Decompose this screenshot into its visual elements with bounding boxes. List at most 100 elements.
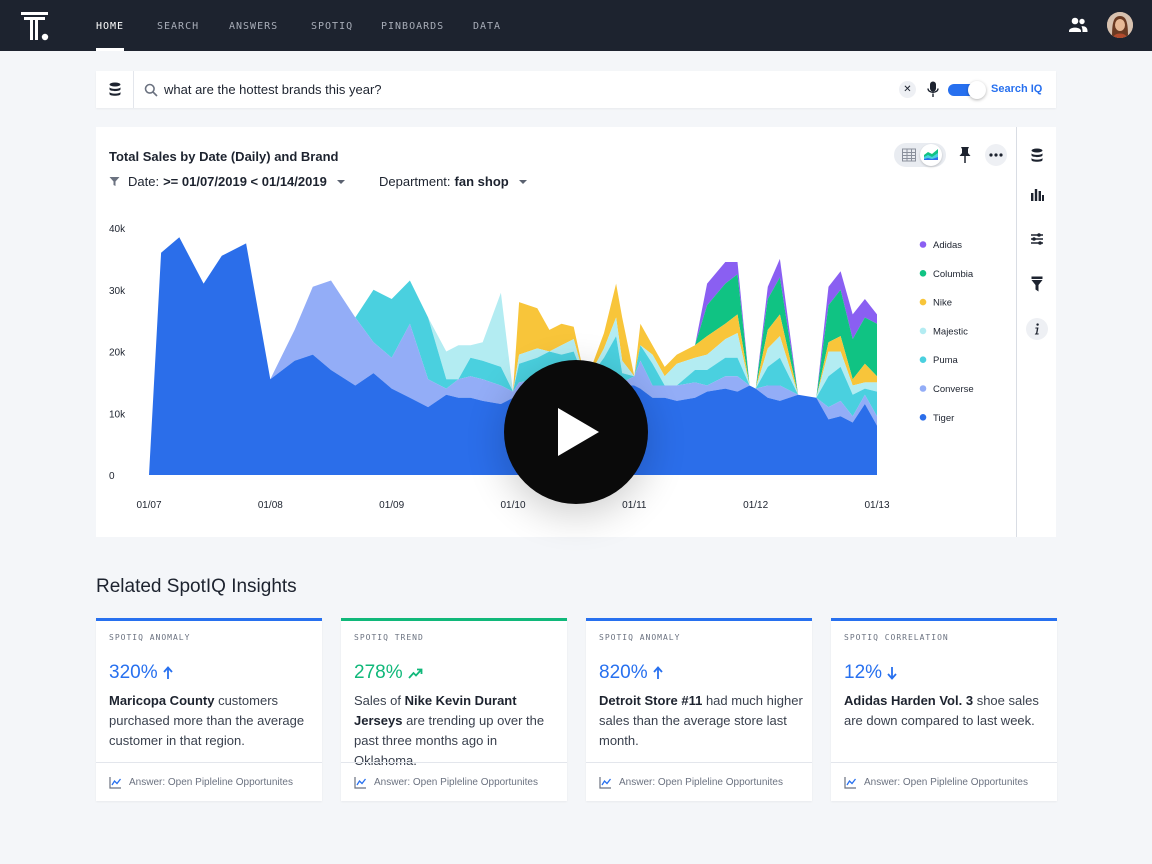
nav-spotiq[interactable]: SPOTIQ	[311, 21, 354, 32]
user-avatar[interactable]	[1107, 12, 1133, 38]
thoughtspot-logo-icon[interactable]	[20, 11, 50, 41]
info-icon	[1034, 323, 1039, 335]
insight-type: SPOTIQ TREND	[354, 633, 424, 642]
legend-label[interactable]: Puma	[933, 355, 959, 366]
insight-card[interactable]: SPOTIQ ANOMALY 820% Detroit Store #11 had …	[586, 618, 812, 801]
nav-search[interactable]: SEARCH	[157, 21, 200, 32]
searchiq-label[interactable]: Search IQ	[991, 83, 1043, 95]
y-tick-label: 0	[109, 471, 115, 482]
area-series-converse[interactable]	[149, 237, 877, 475]
answer-link[interactable]: Answer: Open Pipleline Opportunites	[129, 777, 293, 788]
legend-label[interactable]: Nike	[933, 298, 952, 309]
clear-search-button[interactable]: ✕	[899, 81, 916, 98]
x-tick-label: 01/10	[500, 500, 525, 511]
data-source-button[interactable]	[96, 71, 134, 108]
legend-swatch	[919, 414, 927, 421]
answer-link[interactable]: Answer: Open Pipleline Opportunites	[864, 777, 1028, 788]
card-accent-bar	[96, 618, 322, 621]
insight-card[interactable]: SPOTIQ CORRELATION 12% Adidas Harden Vol. …	[831, 618, 1057, 801]
legend-label[interactable]: Tiger	[933, 413, 954, 424]
y-tick-label: 40k	[109, 224, 126, 235]
x-tick-label: 01/13	[864, 500, 889, 511]
filters-panel-button[interactable]	[1026, 273, 1048, 295]
date-filter[interactable]: Date: >= 01/07/2019 < 01/14/2019	[109, 174, 345, 189]
top-nav: HOME SEARCH ANSWERS SPOTIQ PINBOARDS DAT…	[0, 0, 1152, 51]
legend-label[interactable]: Majestic	[933, 326, 968, 337]
nav-pinboards[interactable]: PINBOARDS	[381, 21, 445, 32]
video-play-button[interactable]	[504, 360, 648, 504]
table-view-icon[interactable]	[902, 148, 916, 162]
nav-answers[interactable]: ANSWERS	[229, 21, 279, 32]
y-tick-label: 20k	[109, 348, 126, 359]
insight-type: SPOTIQ CORRELATION	[844, 633, 949, 642]
play-icon	[558, 408, 599, 456]
people-icon[interactable]	[1068, 16, 1088, 34]
card-footer[interactable]: Answer: Open Pipleline Opportunites	[341, 762, 567, 801]
data-source-panel-button[interactable]	[1026, 144, 1048, 166]
legend-swatch	[919, 270, 927, 277]
chart-config-button[interactable]	[1026, 228, 1048, 250]
database-icon	[1031, 148, 1043, 162]
date-filter-value: >= 01/07/2019 < 01/14/2019	[163, 174, 327, 189]
card-footer[interactable]: Answer: Open Pipleline Opportunites	[831, 762, 1057, 801]
department-filter-value: fan shop	[454, 174, 509, 189]
card-footer[interactable]: Answer: Open Pipleline Opportunites	[96, 762, 322, 801]
avatar-photo-icon	[1107, 12, 1133, 38]
pin-icon[interactable]	[958, 146, 972, 164]
funnel-icon	[1031, 276, 1043, 292]
legend-swatch	[919, 241, 927, 248]
date-filter-label: Date:	[128, 174, 160, 189]
insight-metric: 320%	[109, 662, 173, 684]
toggle-knob	[968, 81, 986, 99]
info-button[interactable]	[1026, 318, 1048, 340]
legend-swatch	[919, 327, 927, 335]
insight-metric: 278%	[354, 662, 423, 684]
line-chart-icon	[599, 777, 612, 789]
stacked-area-chart: 0 10k 20k 30k 40k 01/07 01/08 01/09 01/10 01/11 01…	[109, 224, 974, 511]
card-accent-bar	[831, 618, 1057, 621]
chart-view-button[interactable]	[920, 144, 942, 166]
more-options-icon[interactable]	[985, 144, 1007, 166]
microphone-icon[interactable]	[927, 81, 939, 98]
insight-description: Sales of Nike Kevin Durant Jerseys are t…	[354, 693, 545, 768]
legend-label[interactable]: Converse	[933, 384, 974, 395]
insight-metric: 820%	[599, 662, 663, 684]
card-footer[interactable]: Answer: Open Pipleline Opportunites	[586, 762, 812, 801]
search-bar: ✕ Search IQ	[96, 71, 1056, 108]
legend-label[interactable]: Columbia	[933, 269, 974, 280]
insight-card[interactable]: SPOTIQ TREND 278% Sales of Nike Kevin Dura…	[341, 618, 567, 801]
y-tick-label: 30k	[109, 286, 126, 297]
x-tick-label: 01/09	[379, 500, 404, 511]
legend-label[interactable]: Adidas	[933, 240, 962, 251]
chevron-down-icon	[518, 179, 527, 184]
y-tick-label: 10k	[109, 409, 126, 420]
insights-section-title: Related SpotIQ Insights	[96, 576, 297, 597]
department-filter[interactable]: Department: fan shop	[379, 174, 527, 189]
area-series-tiger[interactable]	[149, 237, 877, 475]
database-icon	[109, 82, 120, 96]
chart-title: Total Sales by Date (Daily) and Brand	[109, 149, 339, 164]
answer-link[interactable]: Answer: Open Pipleline Opportunites	[374, 777, 538, 788]
card-accent-bar	[586, 618, 812, 621]
trending-up-icon	[407, 668, 423, 679]
search-input[interactable]	[164, 79, 864, 100]
arrow-up-icon	[652, 666, 663, 679]
insight-card[interactable]: SPOTIQ ANOMALY 320% Maricopa County custom…	[96, 618, 322, 801]
nav-data[interactable]: DATA	[473, 21, 502, 32]
legend-swatch	[919, 385, 927, 392]
nav-home[interactable]: HOME	[96, 0, 125, 51]
line-chart-icon	[844, 777, 857, 789]
answer-link[interactable]: Answer: Open Pipleline Opportunites	[619, 777, 783, 788]
filter-icon	[109, 177, 120, 186]
insight-type: SPOTIQ ANOMALY	[109, 633, 191, 642]
chevron-down-icon	[336, 179, 345, 184]
chart-type-button[interactable]	[1026, 183, 1048, 205]
area-series-majestic[interactable]	[149, 237, 877, 475]
arrow-up-icon	[162, 666, 173, 679]
insight-metric-value: 820%	[599, 662, 648, 683]
searchiq-toggle[interactable]	[948, 81, 986, 99]
line-chart-icon	[109, 777, 122, 789]
insight-description: Maricopa County customers purchased more…	[109, 693, 305, 748]
x-tick-label: 01/08	[258, 500, 283, 511]
insight-description: Detroit Store #11 had much higher sales …	[599, 693, 803, 748]
